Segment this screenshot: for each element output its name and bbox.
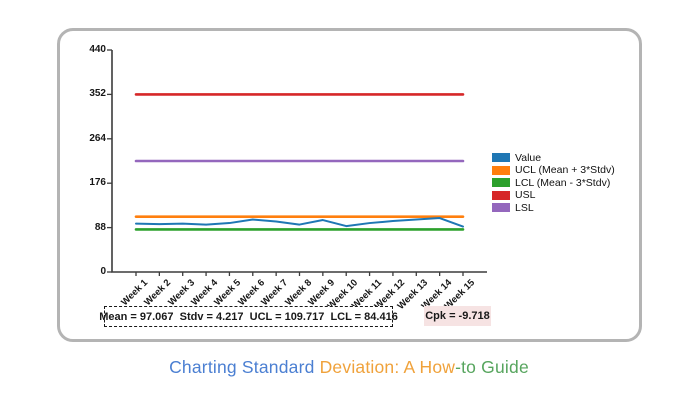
legend-swatch-icon [492,165,510,175]
y-tick-label: 440 [89,44,106,55]
y-tick-label: 0 [100,266,106,277]
legend-item: LSL [492,201,615,214]
legend-label: UCL (Mean + 3*Stdv) [515,164,615,176]
legend: Value UCL (Mean + 3*Stdv) LCL (Mean - 3*St… [492,151,615,214]
legend-label: Value [515,151,542,164]
y-tick-label: 176 [89,177,106,189]
chart-card [57,28,642,342]
legend-item: Value [492,151,615,164]
legend-swatch-icon [492,203,510,213]
stats-box: Mean = 97.067 Stdv = 4.217 UCL = 109.717… [99,306,398,327]
caption-segment-2: -to Guide [455,357,529,377]
legend-swatch-icon [492,190,510,200]
series-line-value [135,217,464,228]
legend-item: UCL (Mean + 3*Stdv) [492,164,615,176]
legend-label: LCL (Mean - 3*Stdv) [515,176,611,189]
y-tick-label: 352 [89,88,106,100]
legend-item: LCL (Mean - 3*Stdv) [492,176,615,189]
legend-swatch-icon [492,178,510,188]
caption-segment-0: Charting Standard [169,357,320,377]
y-tick-label: 88 [94,221,106,233]
caption-title: Charting Standard Deviation: A How-to Gu… [0,356,698,379]
cpk-box: Cpk = -9.718 [424,306,491,326]
legend-item: USL [492,189,615,201]
caption-segment-1: Deviation: A How [319,357,456,377]
legend-label: USL [515,189,536,201]
y-tick-label: 264 [89,132,106,144]
legend-label: LSL [515,201,534,214]
legend-swatch-icon [492,153,510,163]
